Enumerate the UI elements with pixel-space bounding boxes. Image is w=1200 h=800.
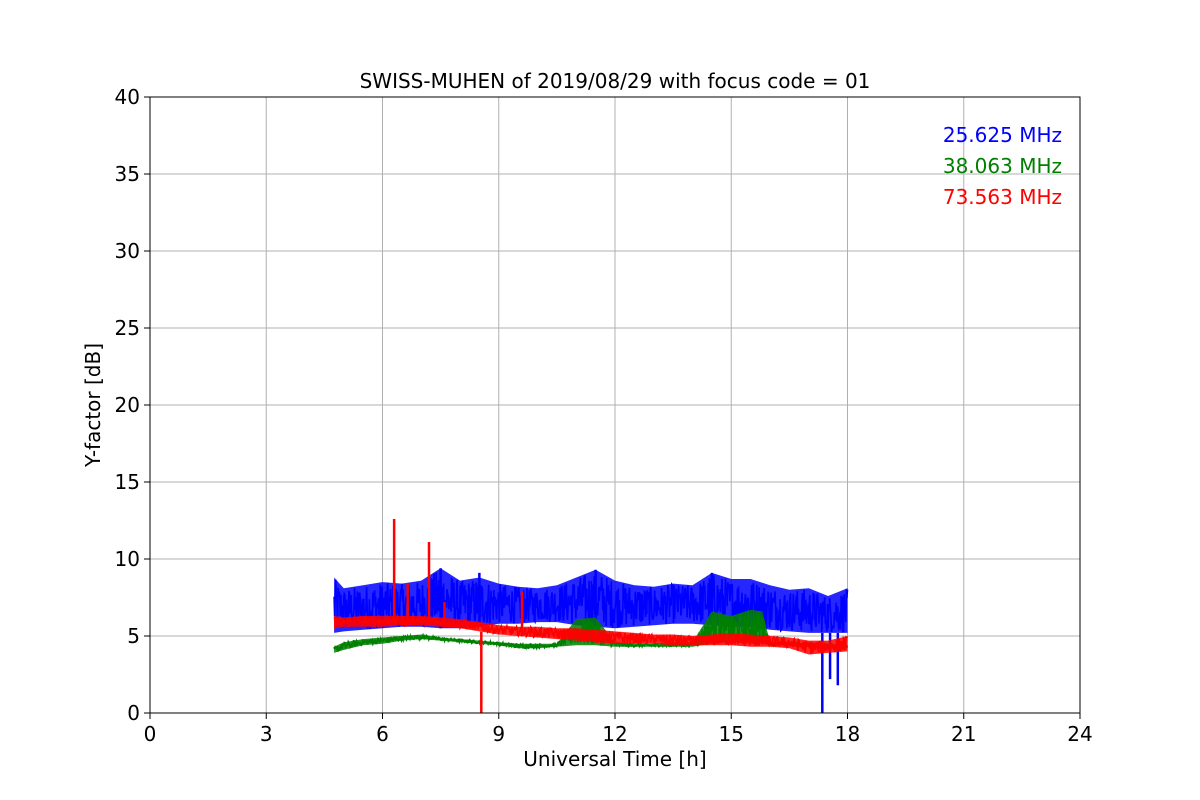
chart-title: SWISS-MUHEN of 2019/08/29 with focus cod… [360,69,871,93]
series-line [333,613,849,655]
legend: 25.625 MHz 38.063 MHz 73.563 MHz [943,123,1062,209]
data-layer [333,518,849,713]
x-tick-label: 0 [144,722,157,746]
y-tick-label: 35 [115,162,140,186]
y-tick-label: 10 [115,547,140,571]
legend-entry-2: 73.563 MHz [943,185,1062,209]
ticks: 0 3 6 9 12 15 18 21 24 0 5 10 15 20 25 30 35 40 [115,85,1093,746]
y-tick-label: 30 [115,239,140,263]
x-tick-label: 18 [835,722,860,746]
x-tick-label: 3 [260,722,273,746]
y-tick-label: 20 [115,393,140,417]
x-tick-label: 24 [1067,722,1092,746]
series-2 [333,518,849,713]
y-tick-label: 25 [115,316,140,340]
series-line [333,611,849,653]
y-tick-label: 15 [115,470,140,494]
legend-entry-1: 38.063 MHz [943,154,1062,178]
legend-entry-0: 25.625 MHz [943,123,1062,147]
y-axis-label: Y-factor [dB] [81,343,105,468]
x-tick-label: 6 [376,722,389,746]
x-axis-label: Universal Time [h] [523,747,706,771]
x-tick-label: 21 [951,722,976,746]
y-tick-label: 5 [127,624,140,648]
x-tick-label: 12 [602,722,627,746]
x-tick-label: 15 [719,722,744,746]
x-tick-label: 9 [492,722,505,746]
y-tick-label: 0 [127,701,140,725]
y-tick-label: 40 [115,85,140,109]
